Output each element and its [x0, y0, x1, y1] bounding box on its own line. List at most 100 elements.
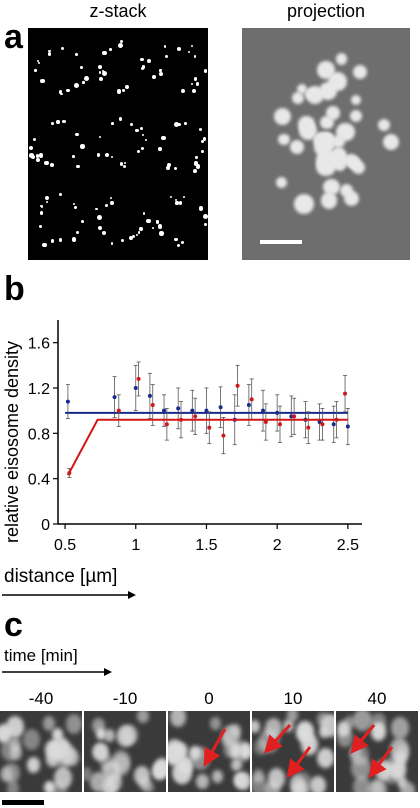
blob: [54, 767, 73, 790]
blob: [316, 150, 336, 170]
speckle: [56, 120, 60, 124]
speckle: [124, 85, 129, 90]
blob: [378, 118, 391, 132]
blob: [299, 727, 310, 740]
speckle: [109, 200, 115, 206]
speckle: [118, 117, 123, 122]
speckle: [39, 211, 44, 216]
speckle: [84, 76, 89, 82]
data-point: [246, 403, 251, 407]
speckle: [42, 242, 47, 248]
frame-label: 40: [367, 689, 387, 708]
red-arrow: [286, 746, 312, 779]
speckle: [193, 76, 198, 81]
speckle: [180, 88, 185, 94]
blob: [93, 743, 108, 761]
speckle: [38, 152, 44, 158]
speckle: [136, 149, 141, 154]
speckle: [178, 201, 183, 205]
speckle: [80, 144, 85, 149]
speckle: [40, 204, 43, 207]
blob: [102, 779, 117, 792]
data-point: [162, 408, 167, 413]
blob: [352, 775, 371, 792]
speckle: [194, 55, 197, 58]
blob: [64, 749, 79, 767]
speckle: [203, 214, 208, 220]
zstack-image: [28, 28, 208, 260]
blob: [10, 745, 22, 760]
speckle: [120, 239, 124, 243]
speckle: [58, 238, 62, 242]
speckle: [35, 154, 40, 158]
speckle: [62, 119, 66, 124]
frame-label: 0: [204, 689, 214, 708]
speckle: [161, 136, 166, 141]
blob: [276, 177, 287, 189]
panel-c-letter: c: [4, 606, 23, 644]
distance-arrow-label: distance [µm]: [4, 566, 118, 587]
data-point: [306, 425, 311, 430]
blob: [196, 773, 209, 789]
frame-label: 10: [283, 689, 303, 708]
speckle: [146, 58, 152, 64]
blob: [239, 743, 250, 759]
speckle: [119, 162, 124, 166]
blob: [382, 133, 400, 151]
blob: [291, 92, 304, 105]
blob: [400, 781, 415, 792]
blob: [294, 194, 315, 214]
speckle: [80, 65, 84, 69]
speckle: [152, 226, 155, 229]
speckle: [122, 89, 125, 92]
blob: [96, 727, 107, 740]
speckle: [75, 133, 79, 137]
blob: [336, 721, 350, 737]
fit-line: [67, 418, 348, 476]
data-point: [190, 408, 195, 413]
speckle: [176, 46, 182, 52]
blob: [278, 133, 290, 146]
speckle: [74, 83, 80, 89]
time-arrow: [2, 668, 112, 676]
speckle: [38, 224, 43, 228]
speckle: [132, 235, 136, 239]
blob: [210, 717, 221, 730]
speckle: [74, 206, 78, 209]
speckle: [136, 233, 139, 237]
data-point: [218, 405, 223, 410]
red-arrow: [350, 724, 376, 754]
data-point: [289, 414, 294, 419]
data-point: [221, 433, 226, 438]
x-tick-label: 1: [131, 537, 140, 554]
blob: [344, 153, 358, 168]
speckle: [165, 166, 170, 170]
speckle: [195, 156, 198, 159]
y-tick-label: 0: [41, 517, 50, 534]
blob: [7, 780, 20, 792]
speckle: [152, 75, 157, 79]
speckle: [44, 160, 49, 166]
speckle: [203, 222, 207, 226]
time-label: time [min]: [4, 646, 78, 665]
data-point: [263, 420, 268, 424]
speckle: [180, 240, 184, 244]
speckle: [159, 69, 163, 73]
blob: [43, 716, 56, 731]
blob: [112, 754, 131, 777]
blob: [390, 760, 407, 780]
speckle: [75, 231, 80, 235]
speckle: [163, 45, 167, 49]
blob: [335, 53, 347, 65]
blob: [26, 756, 41, 774]
speckle: [187, 50, 190, 53]
blob: [22, 729, 41, 751]
blob: [151, 762, 166, 781]
blob: [235, 771, 250, 791]
blob: [394, 752, 407, 767]
blob: [391, 717, 409, 739]
y-tick-label: 0.4: [28, 472, 50, 489]
blob: [289, 774, 306, 792]
blob: [320, 713, 334, 737]
timelapse-frame: [336, 711, 418, 792]
